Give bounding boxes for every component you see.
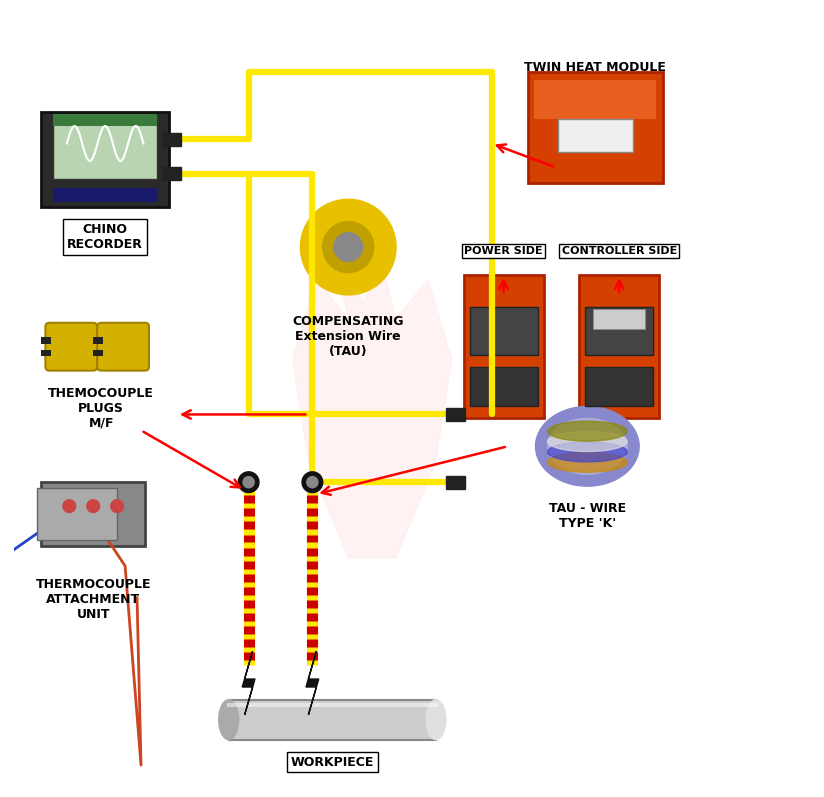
PathPatch shape: [293, 255, 452, 558]
FancyBboxPatch shape: [593, 309, 645, 328]
Text: CHINO
RECORDER: CHINO RECORDER: [68, 223, 143, 251]
FancyBboxPatch shape: [229, 700, 436, 740]
FancyBboxPatch shape: [585, 367, 653, 406]
Polygon shape: [447, 408, 466, 421]
FancyBboxPatch shape: [45, 323, 97, 371]
Polygon shape: [242, 651, 255, 715]
Circle shape: [110, 500, 124, 512]
Bar: [41, 350, 51, 356]
FancyBboxPatch shape: [470, 367, 537, 406]
FancyBboxPatch shape: [527, 72, 663, 183]
Circle shape: [301, 199, 396, 295]
Bar: [93, 350, 103, 356]
Circle shape: [63, 500, 76, 512]
FancyBboxPatch shape: [97, 323, 149, 371]
Polygon shape: [447, 476, 466, 489]
Ellipse shape: [218, 700, 239, 740]
Circle shape: [87, 500, 100, 512]
Text: COMPENSATING
Extension Wire
(TAU): COMPENSATING Extension Wire (TAU): [293, 315, 404, 358]
Text: POWER SIDE: POWER SIDE: [465, 246, 543, 256]
Circle shape: [243, 477, 254, 488]
FancyBboxPatch shape: [41, 112, 169, 207]
FancyBboxPatch shape: [37, 488, 117, 540]
FancyBboxPatch shape: [53, 113, 157, 125]
FancyBboxPatch shape: [558, 119, 633, 152]
Circle shape: [302, 472, 323, 493]
Ellipse shape: [426, 700, 446, 740]
FancyBboxPatch shape: [534, 80, 656, 119]
FancyBboxPatch shape: [53, 188, 157, 202]
Ellipse shape: [547, 422, 627, 442]
Bar: [93, 337, 103, 344]
Ellipse shape: [547, 442, 627, 462]
FancyBboxPatch shape: [470, 307, 537, 355]
Ellipse shape: [547, 432, 627, 452]
FancyBboxPatch shape: [579, 275, 659, 418]
Polygon shape: [162, 167, 181, 180]
FancyBboxPatch shape: [53, 116, 157, 179]
Ellipse shape: [547, 453, 627, 472]
FancyBboxPatch shape: [41, 482, 145, 546]
Text: THEMOCOUPLE
PLUGS
M/F: THEMOCOUPLE PLUGS M/F: [49, 387, 154, 430]
Ellipse shape: [536, 406, 639, 486]
Circle shape: [323, 222, 374, 273]
Text: WORKPIECE: WORKPIECE: [291, 756, 374, 768]
Polygon shape: [162, 133, 181, 146]
Circle shape: [238, 472, 259, 493]
Text: CONTROLLER SIDE: CONTROLLER SIDE: [562, 246, 677, 256]
Text: THERMOCOUPLE
ATTACHMENT
UNIT: THERMOCOUPLE ATTACHMENT UNIT: [35, 578, 151, 621]
Polygon shape: [306, 651, 319, 715]
Bar: [41, 337, 51, 344]
Text: TWIN HEAT MODULE: TWIN HEAT MODULE: [524, 61, 667, 74]
Ellipse shape: [547, 418, 627, 474]
Text: TAU - WIRE
TYPE 'K': TAU - WIRE TYPE 'K': [549, 502, 626, 530]
FancyBboxPatch shape: [585, 307, 653, 355]
FancyBboxPatch shape: [464, 275, 544, 418]
Circle shape: [334, 233, 363, 261]
Circle shape: [307, 477, 318, 488]
